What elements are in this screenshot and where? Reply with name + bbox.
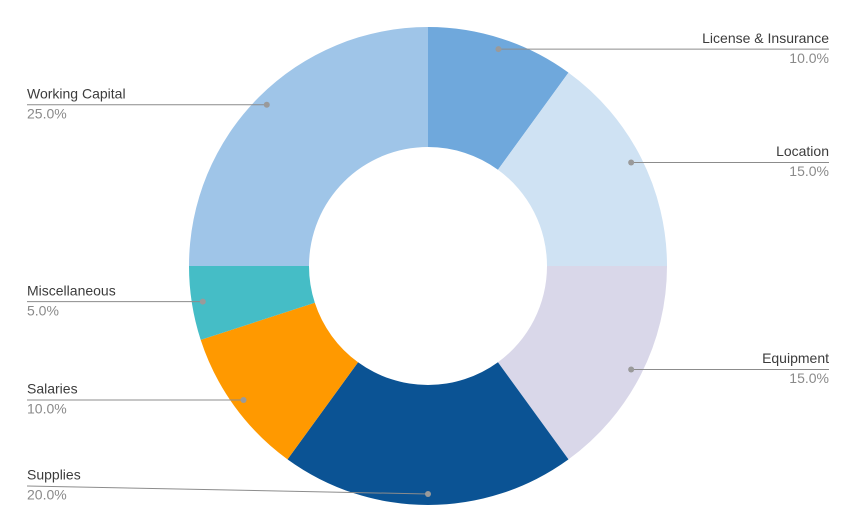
slice-label: License & Insurance xyxy=(702,30,829,46)
slice-value: 10.0% xyxy=(27,401,67,417)
slice-value: 15.0% xyxy=(789,163,829,179)
donut-slice xyxy=(497,72,667,267)
leader-dot xyxy=(425,491,431,497)
slice-label: Supplies xyxy=(27,467,81,483)
donut-slice xyxy=(189,266,315,340)
donut-slice xyxy=(200,302,359,460)
donut-slice xyxy=(497,266,667,460)
leader-dot xyxy=(263,101,270,108)
slice-value: 15.0% xyxy=(789,370,829,386)
slice-label: Location xyxy=(776,143,829,159)
leader-dot xyxy=(240,397,247,404)
donut-slice xyxy=(428,27,569,170)
donut-slice xyxy=(287,362,569,505)
slice-label: Miscellaneous xyxy=(27,282,116,298)
slice-value: 25.0% xyxy=(27,105,67,121)
slice-label: Working Capital xyxy=(27,85,126,101)
leader-dot xyxy=(628,366,635,373)
slice-label: Salaries xyxy=(27,381,78,397)
donut-slice xyxy=(189,27,428,266)
slice-value: 10.0% xyxy=(789,50,829,66)
slice-value: 5.0% xyxy=(27,302,59,318)
leader-dot xyxy=(495,46,502,53)
slice-label: Equipment xyxy=(762,350,829,366)
leader-dot xyxy=(199,298,206,305)
leader-line xyxy=(26,485,429,495)
leader-dot xyxy=(628,159,635,166)
slice-value: 20.0% xyxy=(27,487,67,503)
